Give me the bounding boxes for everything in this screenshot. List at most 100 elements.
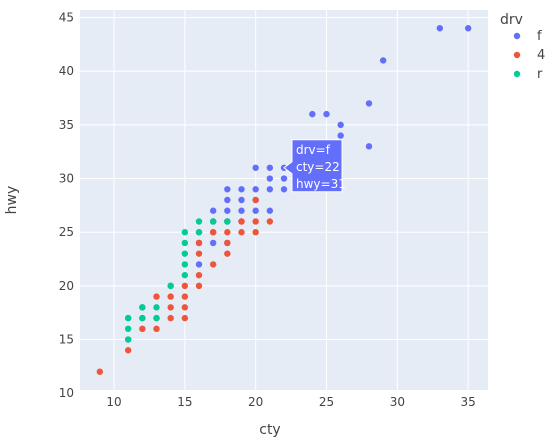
scatter-point-4[interactable] <box>195 250 203 257</box>
y-tick-label: 45 <box>59 11 74 25</box>
scatter-point-r[interactable] <box>181 239 189 247</box>
scatter-point-4[interactable] <box>238 229 245 236</box>
scatter-point-f[interactable] <box>238 186 245 193</box>
scatter-point-f[interactable] <box>266 207 274 214</box>
hover-box <box>283 139 343 193</box>
scatter-point-f[interactable] <box>337 121 344 129</box>
scatter-point-f[interactable] <box>252 164 259 171</box>
legend-marker-f[interactable] <box>513 32 521 40</box>
scatter-point-4[interactable] <box>124 347 132 354</box>
scatter-point-f[interactable] <box>224 186 231 193</box>
scatter-point-f[interactable] <box>224 196 231 204</box>
scatter-point-r[interactable] <box>224 218 231 225</box>
x-tick-label: 30 <box>390 395 405 409</box>
scatter-point-f[interactable] <box>238 196 245 204</box>
scatter-point-f[interactable] <box>280 175 288 182</box>
hover-tooltip: drv=f cty=22 hwy=31 <box>283 139 346 193</box>
legend-title: drv <box>500 12 523 28</box>
scatter-point-r[interactable] <box>124 314 132 322</box>
hover-line-3: hwy=31 <box>296 177 346 191</box>
scatter-point-4[interactable] <box>224 239 231 247</box>
scatter-point-4[interactable] <box>224 229 231 236</box>
scatter-point-r[interactable] <box>181 261 189 268</box>
x-tick-label: 10 <box>106 395 121 409</box>
scatter-point-r[interactable] <box>139 304 146 311</box>
scatter-point-4[interactable] <box>181 282 189 290</box>
y-tick-label: 15 <box>59 333 74 347</box>
data-points[interactable] <box>96 25 472 375</box>
scatter-point-r[interactable] <box>124 325 132 333</box>
scatter-point-r[interactable] <box>195 229 203 236</box>
hover-line-2: cty=22 <box>296 160 340 174</box>
scatter-point-f[interactable] <box>195 261 203 268</box>
scatter-point-4[interactable] <box>167 314 174 322</box>
scatter-point-r[interactable] <box>139 314 146 322</box>
scatter-point-f[interactable] <box>252 186 259 193</box>
legend-label-4[interactable]: 4 <box>537 48 545 63</box>
scatter-point-4[interactable] <box>139 325 146 333</box>
scatter-point-f[interactable] <box>209 207 217 214</box>
scatter-point-f[interactable] <box>309 110 316 118</box>
x-tick-label: 15 <box>177 395 192 409</box>
scatter-point-r[interactable] <box>181 250 189 257</box>
scatter-point-f[interactable] <box>266 164 274 171</box>
scatter-point-4[interactable] <box>153 325 160 333</box>
scatter-point-r[interactable] <box>153 314 160 322</box>
scatter-point-4[interactable] <box>96 368 104 375</box>
scatter-point-f[interactable] <box>365 143 373 150</box>
scatter-point-r[interactable] <box>124 336 132 343</box>
legend-label-r[interactable]: r <box>537 67 543 82</box>
y-tick-label: 30 <box>59 172 74 186</box>
scatter-point-f[interactable] <box>464 25 472 32</box>
y-tick-label: 25 <box>59 225 74 239</box>
scatter-point-4[interactable] <box>181 314 189 322</box>
x-tick-label: 20 <box>248 395 263 409</box>
scatter-point-4[interactable] <box>224 250 231 257</box>
scatter-point-4[interactable] <box>195 282 203 290</box>
legend-marker-r[interactable] <box>513 70 521 78</box>
scatter-point-4[interactable] <box>167 293 174 300</box>
scatter-point-4[interactable] <box>252 218 259 225</box>
scatter-point-f[interactable] <box>266 175 274 182</box>
scatter-point-f[interactable] <box>238 207 245 214</box>
scatter-point-f[interactable] <box>436 25 444 32</box>
y-tick-labels: 10 15 20 25 30 35 40 45 <box>59 11 74 401</box>
scatter-point-f[interactable] <box>323 110 330 118</box>
scatter-point-4[interactable] <box>195 239 203 247</box>
scatter-point-f[interactable] <box>252 207 259 214</box>
y-tick-label: 35 <box>59 118 74 132</box>
scatter-point-4[interactable] <box>209 261 217 268</box>
scatter-point-f[interactable] <box>379 57 387 64</box>
scatter-point-4[interactable] <box>167 304 174 311</box>
scatter-point-4[interactable] <box>252 229 259 236</box>
scatter-point-4[interactable] <box>209 229 217 236</box>
x-tick-label: 35 <box>461 395 476 409</box>
scatter-point-f[interactable] <box>209 239 217 247</box>
scatter-point-r[interactable] <box>209 218 217 225</box>
scatter-point-4[interactable] <box>238 218 245 225</box>
scatter-point-f[interactable] <box>266 186 274 193</box>
scatter-point-r[interactable] <box>181 271 189 279</box>
y-tick-label: 20 <box>59 279 74 293</box>
plot-background <box>80 10 488 390</box>
scatter-point-r[interactable] <box>181 229 189 236</box>
scatter-point-r[interactable] <box>167 282 174 290</box>
scatter-point-4[interactable] <box>153 293 160 300</box>
scatter-point-r[interactable] <box>195 218 203 225</box>
legend-label-f[interactable]: f <box>537 29 542 44</box>
scatter-point-f[interactable] <box>365 100 373 107</box>
x-axis-title: cty <box>259 422 280 438</box>
legend-marker-4[interactable] <box>513 51 521 59</box>
legend: drv f 4 r <box>500 12 545 82</box>
y-tick-label: 10 <box>59 386 74 400</box>
scatter-point-4[interactable] <box>252 196 259 204</box>
scatter-point-r[interactable] <box>153 304 160 311</box>
scatter-point-4[interactable] <box>181 293 189 300</box>
scatter-point-4[interactable] <box>181 304 189 311</box>
scatter-point-4[interactable] <box>266 218 274 225</box>
scatter-point-f[interactable] <box>337 132 344 139</box>
scatter-point-f[interactable] <box>224 207 231 214</box>
scatter-point-4[interactable] <box>195 271 203 279</box>
scatter-point-f[interactable] <box>280 186 288 193</box>
